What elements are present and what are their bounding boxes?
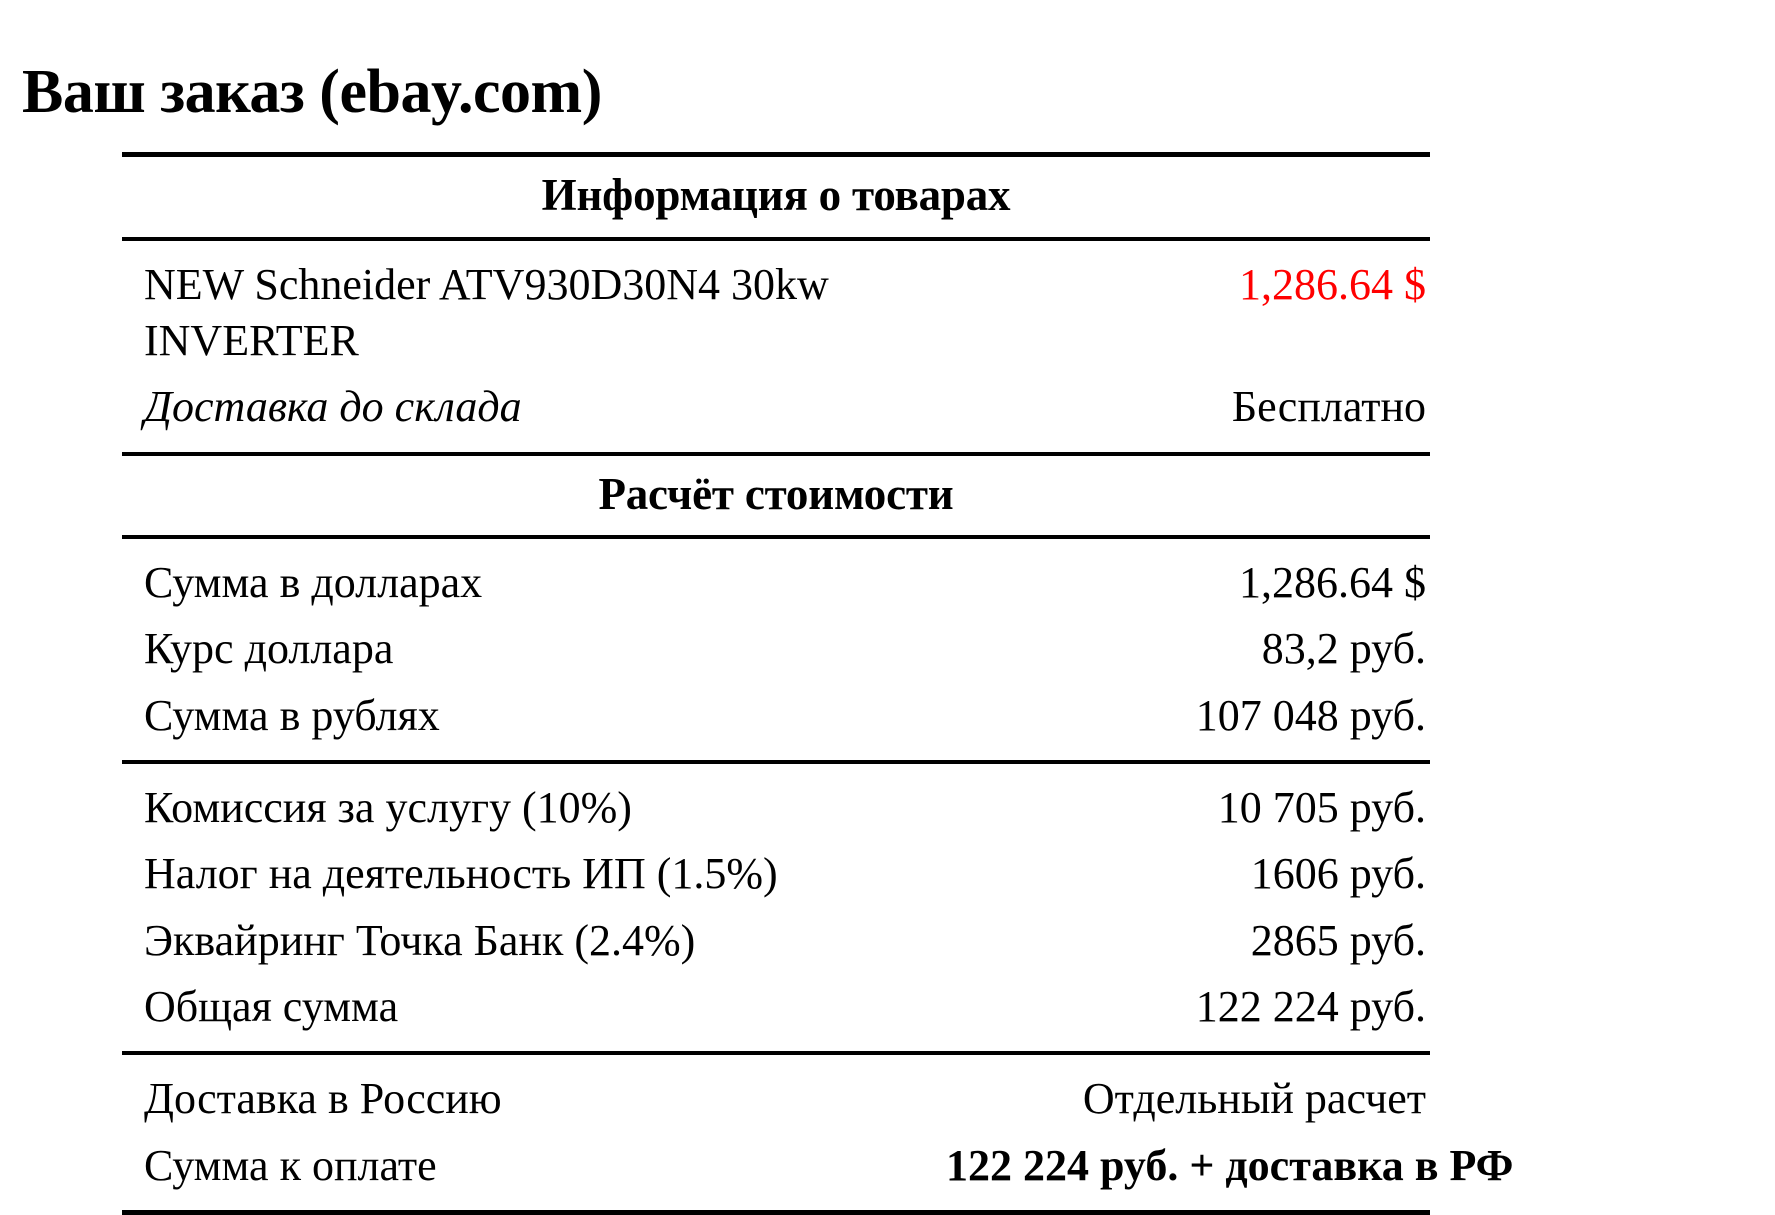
rule-before-calculation xyxy=(122,451,1430,456)
ip-tax-value: 1606 руб. xyxy=(1250,849,1426,899)
page-title: Ваш заказ (ebay.com) xyxy=(22,57,602,126)
divider-line xyxy=(122,152,1430,157)
warehouse-shipping-label: Доставка до склада xyxy=(144,382,522,432)
table-row: Сумма в рублях 107 048 руб. xyxy=(122,683,1430,760)
amount-rub-value: 107 048 руб. xyxy=(1195,690,1426,740)
usd-rate-value: 83,2 руб. xyxy=(1261,624,1426,674)
amount-usd-value: 1,286.64 $ xyxy=(1239,558,1426,608)
total-due-value: 122 224 руб. + доставка в РФ xyxy=(946,1140,1514,1190)
table-row: Доставка до склада Бесплатно xyxy=(122,374,1430,451)
divider-line xyxy=(122,236,1430,241)
divider-line xyxy=(122,1209,1430,1215)
table-row: Доставка в Россию Отдельный расчет xyxy=(122,1055,1430,1132)
service-commission-value: 10 705 руб. xyxy=(1217,783,1426,833)
product-name-label: NEW Schneider ATV930D30N4 30kw INVERTER xyxy=(144,259,829,365)
divider-line xyxy=(122,1051,1430,1056)
divider-line xyxy=(122,760,1430,765)
table-row: Общая сумма 122 224 руб. xyxy=(122,974,1430,1051)
amount-rub-label: Сумма в рублях xyxy=(144,690,440,740)
rule-after-products-header xyxy=(122,236,1430,241)
table-row: Сумма к оплате 122 224 руб. + доставка в… xyxy=(122,1133,1514,1210)
divider-line xyxy=(122,535,1430,540)
table-top-rule xyxy=(122,152,1430,157)
table-row: Курс доллара 83,2 руб. xyxy=(122,616,1430,682)
rule-before-fees xyxy=(122,760,1430,765)
rule-before-total xyxy=(122,1051,1430,1056)
russia-shipping-value: Отдельный расчет xyxy=(1082,1074,1426,1124)
order-summary-table: Информация о товарах NEW Schneider ATV93… xyxy=(122,152,1514,1215)
section-header-calculation: Расчёт стоимости xyxy=(122,456,1430,536)
acquiring-fee-value: 2865 руб. xyxy=(1250,915,1426,965)
table-row: NEW Schneider ATV930D30N4 30kw INVERTER … xyxy=(122,241,1430,375)
acquiring-fee-label: Эквайринг Точка Банк (2.4%) xyxy=(144,915,696,965)
table-row: Комиссия за услугу (10%) 10 705 руб. xyxy=(122,764,1430,841)
table-row: Эквайринг Точка Банк (2.4%) 2865 руб. xyxy=(122,908,1430,974)
grand-subtotal-value: 122 224 руб. xyxy=(1195,982,1426,1031)
ip-tax-label: Налог на деятельность ИП (1.5%) xyxy=(144,849,778,899)
product-price-value: 1,286.64 $ xyxy=(1239,259,1426,309)
grand-subtotal-label: Общая сумма xyxy=(144,982,399,1031)
section-header-calculation-label: Расчёт стоимости xyxy=(598,468,954,519)
amount-usd-label: Сумма в долларах xyxy=(144,558,483,608)
section-header-products: Информация о товарах xyxy=(122,157,1430,237)
divider-line xyxy=(122,451,1430,456)
section-header-products-label: Информация о товарах xyxy=(541,170,1011,220)
table-row: Налог на деятельность ИП (1.5%) 1606 руб… xyxy=(122,841,1430,907)
service-commission-label: Комиссия за услугу (10%) xyxy=(144,783,632,833)
russia-shipping-label: Доставка в Россию xyxy=(144,1074,502,1124)
table-row: Сумма в долларах 1,286.64 $ xyxy=(122,539,1430,616)
usd-rate-label: Курс доллара xyxy=(144,624,394,674)
table-bottom-rule xyxy=(122,1209,1430,1215)
warehouse-shipping-value: Бесплатно xyxy=(1231,382,1426,432)
rule-after-calculation-header xyxy=(122,535,1430,540)
total-due-label: Сумма к оплате xyxy=(144,1140,437,1190)
